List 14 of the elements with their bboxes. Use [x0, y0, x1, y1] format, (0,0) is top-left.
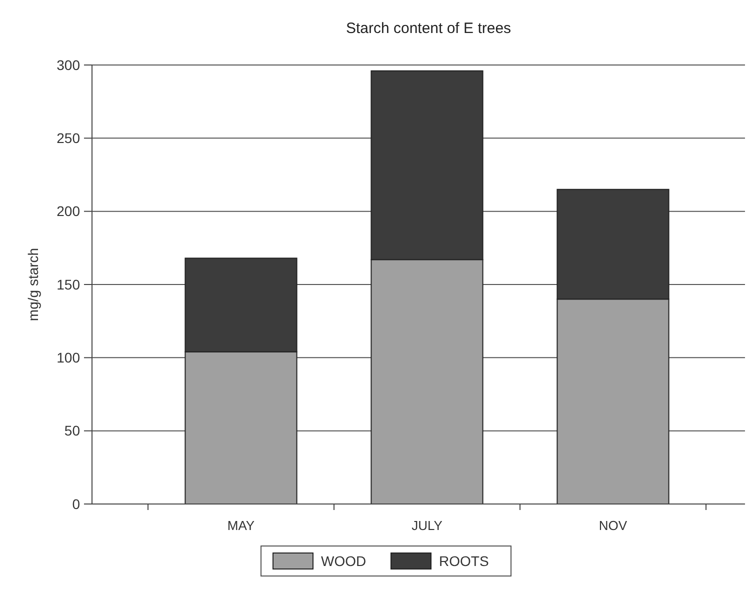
x-tick-label: NOV [598, 518, 628, 533]
legend-label: ROOTS [439, 552, 489, 569]
y-axis-title: mg/g starch [25, 248, 41, 322]
y-tick-label: 50 [64, 422, 80, 439]
y-tick-label: 300 [56, 56, 80, 73]
y-tick-label: 250 [56, 130, 80, 146]
y-tick-label: 0 [72, 496, 80, 512]
x-tick-label: MAY [227, 518, 255, 533]
y-tick-label: 200 [56, 203, 80, 220]
x-tick-label: JULY [412, 518, 443, 533]
y-tick-label: 100 [56, 350, 80, 366]
y-tick-label: 150 [56, 276, 80, 292]
legend-label: WOOD [321, 552, 366, 569]
chart-title: Starch content of E trees [346, 20, 512, 37]
